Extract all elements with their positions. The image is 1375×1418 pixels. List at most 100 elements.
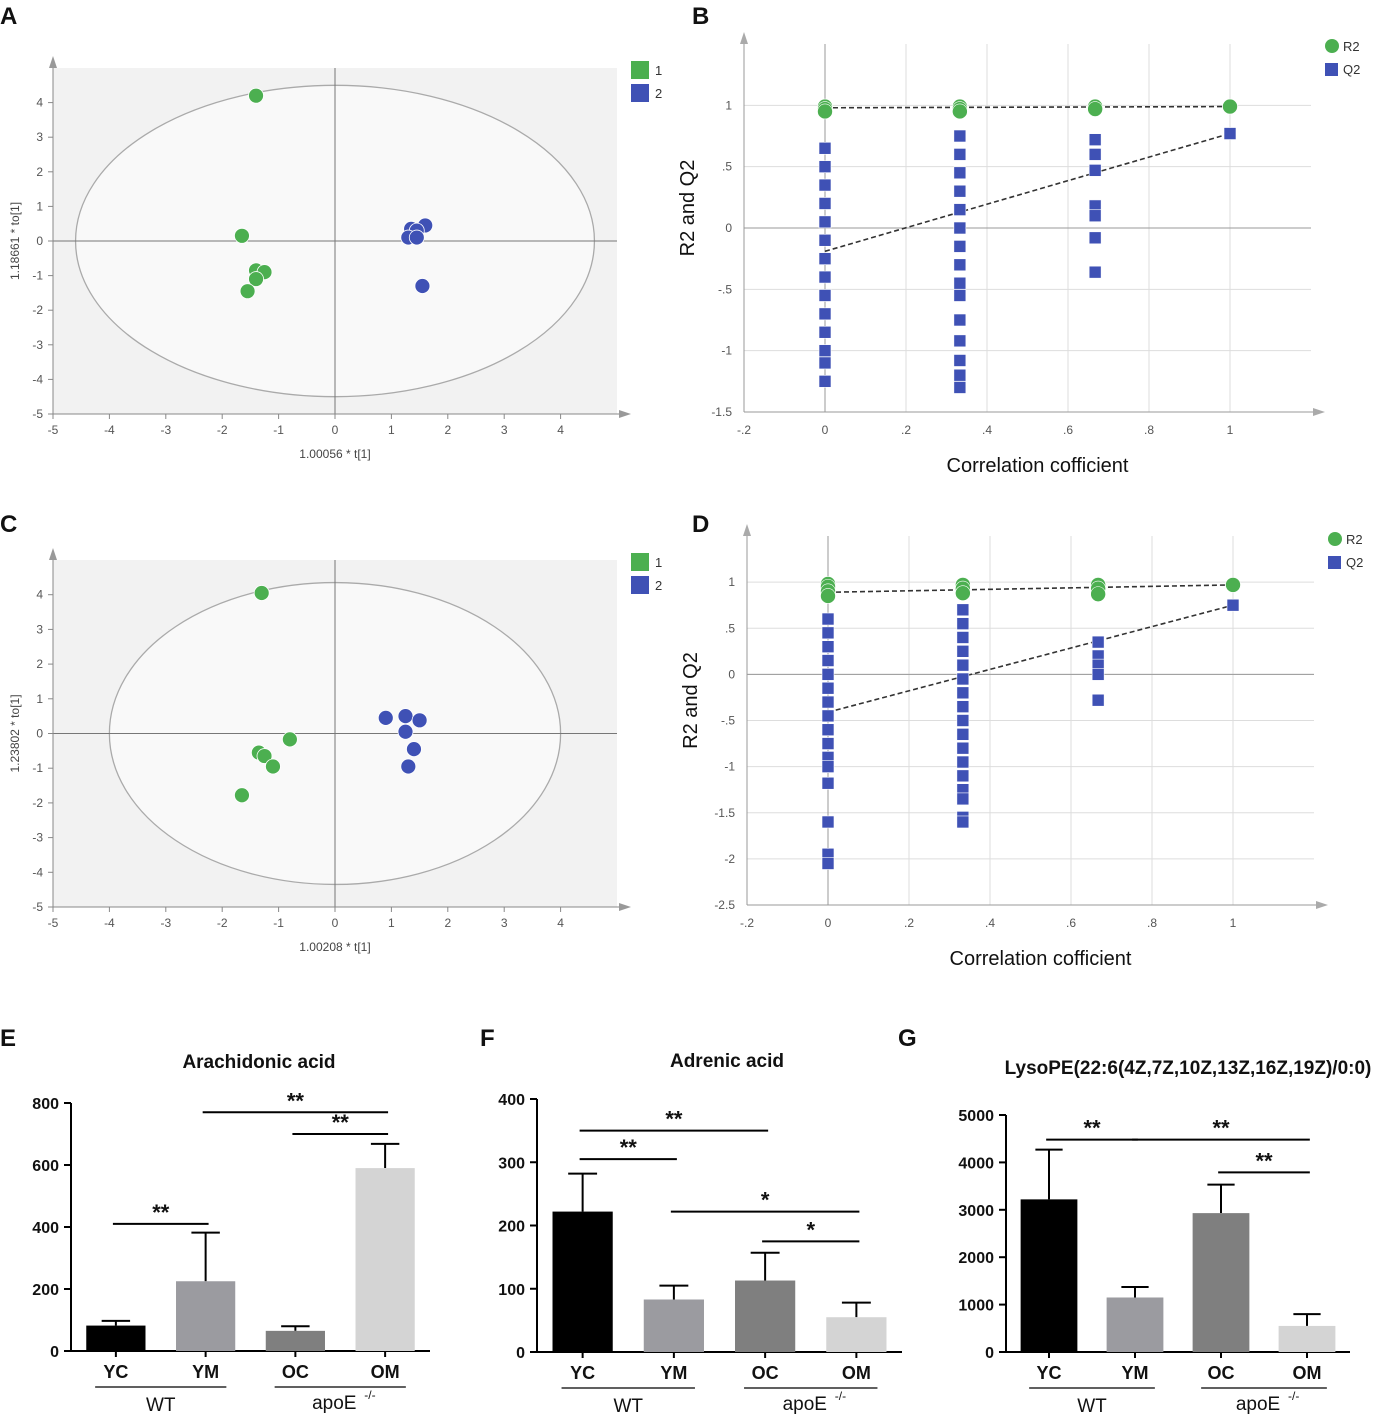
q2-point xyxy=(953,313,967,327)
chart-title: Arachidonic acid xyxy=(182,1052,335,1073)
x-tick-label: -1 xyxy=(273,916,284,930)
y-tick-label: -3 xyxy=(32,338,43,352)
y-axis-label: 1.23802 * to[1] xyxy=(8,694,22,772)
group-label-apoe: apoE xyxy=(312,1393,356,1414)
q2-point xyxy=(956,792,970,806)
x-tick-label: .2 xyxy=(904,916,914,930)
panel-label-b: B xyxy=(692,3,709,30)
q2-point xyxy=(956,645,970,658)
y-tick-label: 600 xyxy=(32,1158,59,1175)
q2-point xyxy=(821,815,835,829)
bar-yc xyxy=(1020,1199,1078,1352)
x-tick-label: 1 xyxy=(388,423,395,437)
group-2-sample-point xyxy=(400,758,417,775)
category-label-om: OM xyxy=(371,1362,400,1382)
chart-d-permutation-plot: -.2 0 .2 .4 .6 .8 1 -2.5 -2 -1.5 -1 -.5 0 .5 1 Correlat… xyxy=(680,524,1363,970)
q2-point xyxy=(818,375,832,388)
y-tick-label: 1 xyxy=(725,98,732,112)
q2-point xyxy=(1088,209,1102,223)
x-tick-label: -2 xyxy=(217,423,228,437)
legend-label-2: 2 xyxy=(655,578,662,593)
group-2-sample-point xyxy=(377,709,394,726)
y-tick-label: -1 xyxy=(721,344,732,358)
q2-point xyxy=(956,769,970,783)
r2-point xyxy=(1087,101,1103,117)
q2-point xyxy=(956,700,970,713)
group-label-apoe: apoE xyxy=(1236,1394,1280,1415)
q2-point xyxy=(953,203,967,216)
q2-point xyxy=(956,728,970,741)
y-tick-label: -.5 xyxy=(718,282,732,296)
category-label-ym: YM xyxy=(1122,1363,1149,1383)
x-tick-label: 0 xyxy=(825,916,832,930)
y-tick-label: 0 xyxy=(36,234,43,248)
r2-regression-line xyxy=(827,584,1234,594)
bar-ym xyxy=(176,1281,236,1351)
x-tick-label: 3 xyxy=(501,423,508,437)
bar-ym xyxy=(643,1299,704,1352)
y-tick-label: -2.5 xyxy=(714,898,735,912)
group-label-superscript: -/- xyxy=(835,1389,846,1403)
x-tick-label: -.2 xyxy=(740,916,754,930)
r2-point xyxy=(817,103,833,120)
x-tick-label: .6 xyxy=(1066,916,1076,930)
y-tick-label: -3 xyxy=(32,831,43,845)
legend-swatch-1 xyxy=(631,61,649,79)
q2-point xyxy=(1226,598,1240,612)
x-tick-label: 4 xyxy=(557,423,564,437)
q2-point xyxy=(821,723,835,737)
x-tick-label: -5 xyxy=(48,423,59,437)
significance-label: ** xyxy=(1083,1116,1101,1141)
group-2-sample-point xyxy=(414,278,431,294)
y-tick-label: -2 xyxy=(32,303,43,317)
q2-point xyxy=(818,197,832,210)
q2-point xyxy=(953,334,967,348)
legend-swatch-1 xyxy=(631,553,649,571)
bar-om xyxy=(826,1317,887,1352)
x-tick-label: .6 xyxy=(1063,423,1073,437)
panel-label-d: D xyxy=(692,511,709,538)
y-axis-arrow xyxy=(743,524,751,536)
q2-point xyxy=(1088,265,1102,279)
chart-title: LysoPE(22:6(4Z,7Z,10Z,13Z,16Z,19Z)/0:0) xyxy=(1005,1058,1372,1079)
q2-point xyxy=(1088,133,1102,146)
y-tick-label: 1 xyxy=(36,692,43,706)
q2-point xyxy=(1088,148,1102,161)
q2-point xyxy=(956,617,970,630)
x-tick-label: -.2 xyxy=(737,423,751,437)
group-1-sample-point xyxy=(239,283,256,300)
bar-oc xyxy=(265,1330,325,1351)
group-label-wt: WT xyxy=(1077,1396,1107,1417)
group-2-sample-point xyxy=(397,708,414,725)
q2-point xyxy=(818,215,832,229)
x-tick-label: -3 xyxy=(160,916,171,930)
y-tick-label: 0 xyxy=(36,727,43,741)
legend-r2-marker xyxy=(1328,532,1342,546)
group-label-superscript: -/- xyxy=(1288,1389,1299,1403)
r2-point xyxy=(1222,98,1238,115)
category-label-om: OM xyxy=(842,1363,871,1383)
y-tick-label: 0 xyxy=(725,221,732,235)
y-tick-label: 1000 xyxy=(958,1298,994,1315)
y-axis-label: 1.18661 * to[1] xyxy=(8,202,22,280)
group-2-sample-point xyxy=(408,229,425,246)
q2-point xyxy=(818,160,832,173)
y-axis-label: R2 and Q2 xyxy=(680,652,702,749)
q2-point xyxy=(953,276,967,290)
significance-label: ** xyxy=(332,1110,350,1135)
chart-c-opls-da-score-plot: -5 -4 -3 -2 -1 0 1 2 3 4 -5 -4 -3 -2 -1 0 1 2 3 4 1.00208 * … xyxy=(8,548,662,954)
group-2-sample-point xyxy=(411,712,428,729)
group-1-sample-point xyxy=(234,787,250,804)
bar-yc xyxy=(552,1211,613,1352)
significance-label: * xyxy=(806,1217,815,1242)
q2-point xyxy=(953,129,967,143)
y-tick-label: 2000 xyxy=(958,1250,994,1267)
group-label-superscript: -/- xyxy=(364,1388,375,1402)
x-tick-label: .8 xyxy=(1144,423,1154,437)
legend-label-1: 1 xyxy=(655,555,662,570)
q2-point xyxy=(821,654,835,667)
panel-label-f: F xyxy=(480,1025,495,1052)
x-tick-label: 0 xyxy=(822,423,829,437)
bar-yc xyxy=(86,1325,146,1351)
chart-a-opls-da-score-plot: -5 -4 -3 -2 -1 0 1 2 3 4 -5 -4 -3 -2 -1 0 1 2 3 4 1.00056 * … xyxy=(8,56,662,461)
